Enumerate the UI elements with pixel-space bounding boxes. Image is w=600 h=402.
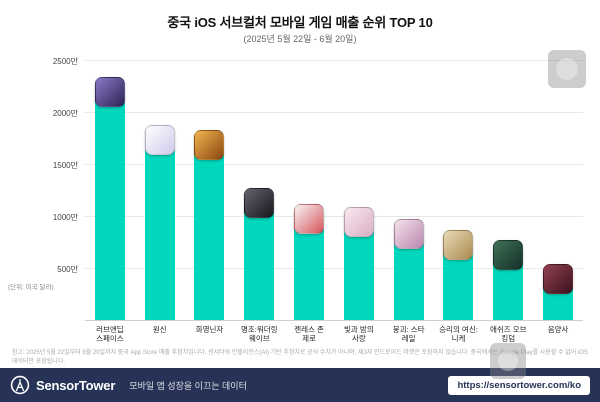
x-axis-label: 붕괴: 스타 레일 xyxy=(392,325,425,344)
genshin-impact-app-icon xyxy=(144,125,175,156)
bar-slot xyxy=(85,60,135,320)
gridline xyxy=(85,164,583,165)
gridline xyxy=(85,268,583,269)
honkai-star-rail-app-icon xyxy=(393,218,424,249)
y-tick-label: 1000만 xyxy=(52,213,78,222)
y-axis: 2500만 2000만 1500만 1000만 500만 xyxy=(0,57,78,320)
brand-name: SensorTower xyxy=(36,377,116,393)
x-axis-label: 음양사 xyxy=(547,325,569,334)
y-tick-label: 500만 xyxy=(57,265,78,274)
x-axis-label: 승리의 여신: 니케 xyxy=(439,325,478,344)
x-axis-label: 화영닌자 xyxy=(195,325,224,334)
ashes-of-the-kingdom-app-icon xyxy=(493,240,524,271)
photo-watermark-icon xyxy=(548,50,586,88)
bar-slot xyxy=(234,60,284,320)
chart-title: 중국 iOS 서브컬처 모바일 게임 매출 순위 TOP 10 xyxy=(167,15,433,30)
y-tick-label: 1500만 xyxy=(52,161,78,170)
x-axis-label: 빛과 밤의 사랑 xyxy=(344,325,374,344)
gridline xyxy=(85,216,583,217)
naruto-mobile-app-icon xyxy=(194,130,225,161)
nikke-app-icon xyxy=(443,230,474,261)
x-axis-labels: 러브앤딥 스페이스 원신 화영닌자 명조:워더링 웨이브 젠레스 존 제로 빛과 밤의 사… xyxy=(85,325,583,344)
bar-slot xyxy=(284,60,334,320)
x-axis-label: 명조:워더링 웨이브 xyxy=(240,325,278,344)
revenue-bar xyxy=(393,236,424,320)
love-and-deepspace-app-icon xyxy=(94,77,125,108)
bar-slot xyxy=(533,60,583,320)
revenue-bar xyxy=(194,148,225,320)
bar-slot xyxy=(434,60,484,320)
x-axis-label: 원신 xyxy=(152,325,167,334)
y-tick-label: 2500만 xyxy=(52,57,78,66)
revenue-bar xyxy=(94,95,125,320)
sensortower-logo-icon xyxy=(10,375,30,395)
revenue-bar xyxy=(294,222,325,320)
x-axis-label: 러브앤딥 스페이스 xyxy=(96,325,124,344)
footer-bar: SensorTower 모바일 앱 성장을 이끄는 데이터 https://se… xyxy=(0,368,600,402)
footer-url-link[interactable]: https://sensortower.com/ko xyxy=(448,375,590,395)
bar-slot xyxy=(384,60,434,320)
bar-slot xyxy=(135,60,185,320)
onmyoji-app-icon xyxy=(543,263,574,294)
unit-note: (단위: 미국 달러) xyxy=(8,284,54,291)
bar-slot xyxy=(483,60,533,320)
photo-watermark-icon xyxy=(490,343,526,379)
x-axis-label: 애쉬즈 오브 킹덤 xyxy=(489,325,527,344)
footnote-text: 참고: 2025년 5월 22일부터 6월 20일까지 중국 App Store… xyxy=(12,350,588,365)
plot-area xyxy=(85,60,583,321)
y-tick-label: 2000만 xyxy=(52,109,78,118)
revenue-bar xyxy=(343,224,374,320)
footer-tagline: 모바일 앱 성장을 이끄는 데이터 xyxy=(129,380,247,391)
bar-slot xyxy=(185,60,235,320)
x-axis-label: 젠레스 존 제로 xyxy=(294,325,324,344)
revenue-bar xyxy=(244,205,275,320)
gridline xyxy=(85,60,583,61)
light-and-night-app-icon xyxy=(343,206,374,237)
zenless-zone-zero-app-icon xyxy=(294,204,325,235)
wuthering-waves-app-icon xyxy=(244,187,275,218)
bar-slot xyxy=(334,60,384,320)
gridline xyxy=(85,112,583,113)
chart-subtitle: (2025년 5월 22일 - 6월 20일) xyxy=(243,34,357,44)
revenue-bar xyxy=(144,143,175,320)
